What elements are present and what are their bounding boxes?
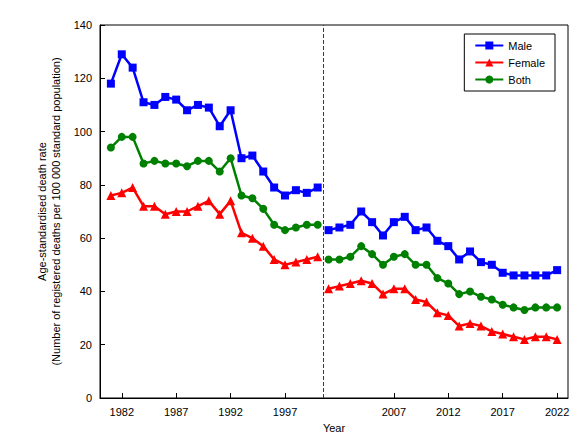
svg-text:Both: Both — [508, 74, 531, 86]
svg-text:60: 60 — [80, 232, 92, 244]
svg-text:1982: 1982 — [110, 406, 134, 418]
svg-text:0: 0 — [86, 392, 92, 404]
svg-text:Male: Male — [508, 40, 532, 52]
svg-text:100: 100 — [74, 126, 92, 138]
svg-text:120: 120 — [74, 72, 92, 84]
svg-text:20: 20 — [80, 339, 92, 351]
svg-text:2012: 2012 — [436, 406, 460, 418]
svg-text:140: 140 — [74, 19, 92, 31]
svg-text:1992: 1992 — [218, 406, 242, 418]
svg-text:2022: 2022 — [545, 406, 569, 418]
svg-text:(Number of registered deaths p: (Number of registered deaths per 100 000… — [50, 57, 62, 365]
svg-text:Year: Year — [323, 422, 346, 434]
svg-text:Female: Female — [508, 57, 545, 69]
svg-text:1997: 1997 — [273, 406, 297, 418]
svg-text:2017: 2017 — [490, 406, 514, 418]
svg-text:Age-standardised death rate: Age-standardised death rate — [36, 142, 48, 281]
svg-text:1987: 1987 — [164, 406, 188, 418]
svg-text:80: 80 — [80, 179, 92, 191]
svg-text:2007: 2007 — [382, 406, 406, 418]
svg-text:40: 40 — [80, 285, 92, 297]
